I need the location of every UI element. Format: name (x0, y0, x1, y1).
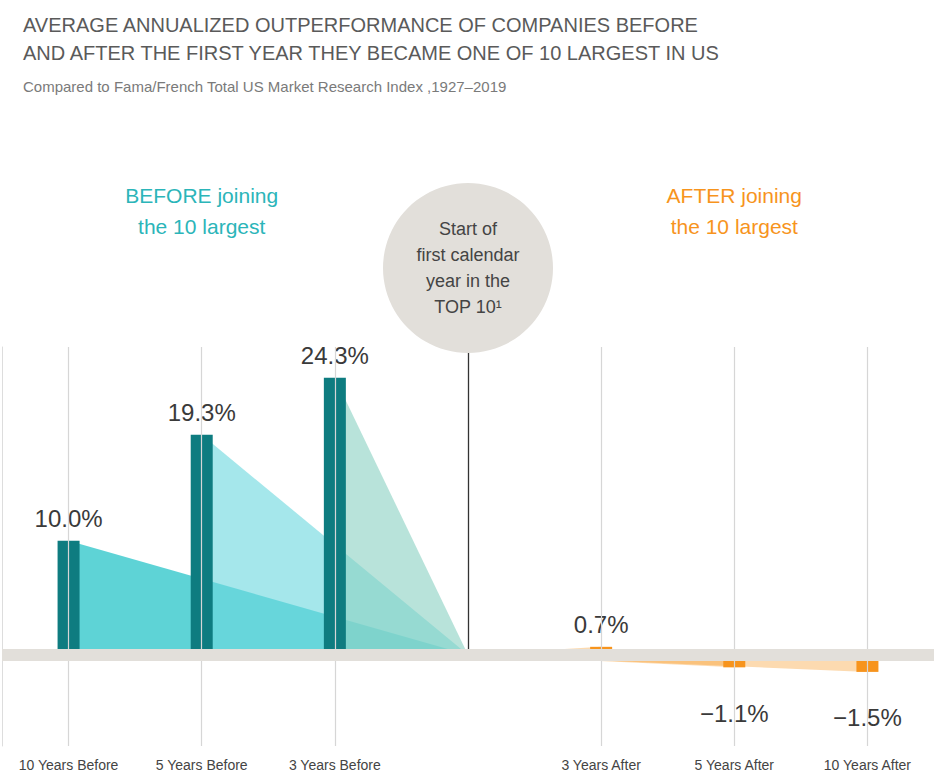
svg-text:year in the: year in the (426, 271, 510, 291)
svg-text:−1.5%: −1.5% (833, 704, 902, 732)
svg-text:10.0%: 10.0% (34, 505, 103, 533)
svg-text:−1.1%: −1.1% (699, 699, 769, 727)
svg-text:first calendar: first calendar (416, 245, 519, 265)
svg-text:5 Years After: 5 Years After (695, 757, 775, 773)
svg-text:10 Years After: 10 Years After (824, 757, 912, 773)
svg-text:TOP 10¹: TOP 10¹ (434, 297, 501, 317)
svg-text:10 Years Before: 10 Years Before (19, 757, 119, 773)
svg-text:the 10 largest: the 10 largest (671, 215, 798, 238)
svg-text:5 Years Before: 5 Years Before (156, 757, 248, 773)
svg-text:AFTER joining: AFTER joining (667, 184, 802, 207)
svg-text:24.3%: 24.3% (301, 342, 369, 369)
svg-text:3 Years After: 3 Years After (561, 757, 641, 773)
svg-text:Compared to Fama/French Total: Compared to Fama/French Total US Market … (23, 78, 506, 95)
svg-text:BEFORE joining: BEFORE joining (125, 184, 278, 207)
svg-text:the 10 largest: the 10 largest (138, 215, 265, 238)
svg-text:3 Years Before: 3 Years Before (289, 757, 381, 773)
svg-text:AND AFTER THE FIRST YEAR THEY: AND AFTER THE FIRST YEAR THEY BECAME ONE… (23, 42, 719, 64)
svg-text:0.7%: 0.7% (573, 611, 629, 639)
svg-text:Start of: Start of (439, 219, 498, 239)
svg-text:19.3%: 19.3% (167, 399, 236, 427)
svg-text:AVERAGE ANNUALIZED OUTPERFORMA: AVERAGE ANNUALIZED OUTPERFORMANCE OF COM… (23, 14, 698, 36)
